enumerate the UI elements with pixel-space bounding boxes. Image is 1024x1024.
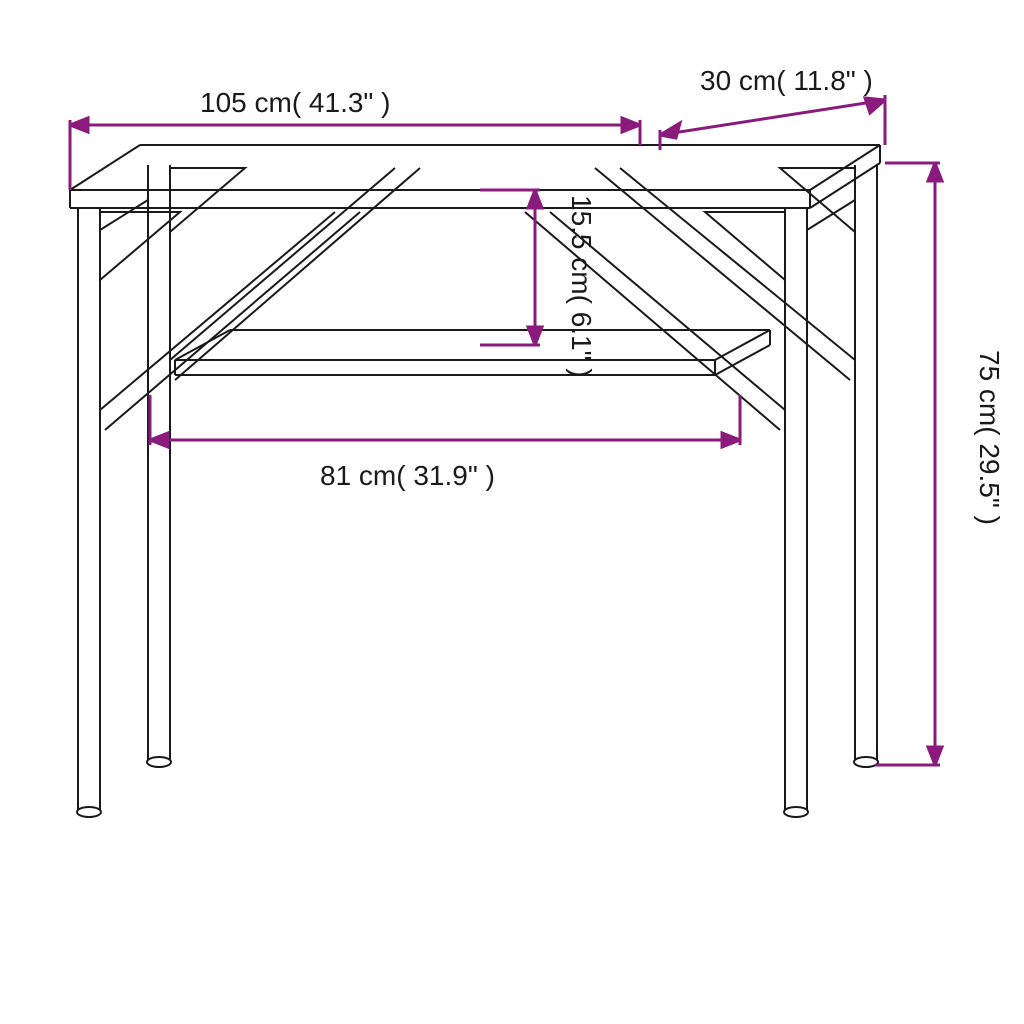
dim-shelf-drop [480, 190, 542, 345]
label-depth: 30 cm( 11.8" ) [700, 65, 873, 96]
label-shelf-width: 81 cm( 31.9" ) [320, 460, 495, 491]
label-shelf-drop: 15.5 cm( 6.1" ) [566, 195, 597, 378]
label-width: 105 cm( 41.3" ) [200, 87, 390, 118]
dim-width [70, 118, 640, 190]
dim-depth [660, 95, 885, 150]
dim-height [875, 163, 942, 765]
dimension-diagram: 105 cm( 41.3" ) 30 cm( 11.8" ) 15.5 cm( … [0, 0, 1024, 1024]
label-height: 75 cm( 29.5" ) [974, 350, 1005, 525]
dim-shelf-width [150, 395, 740, 447]
